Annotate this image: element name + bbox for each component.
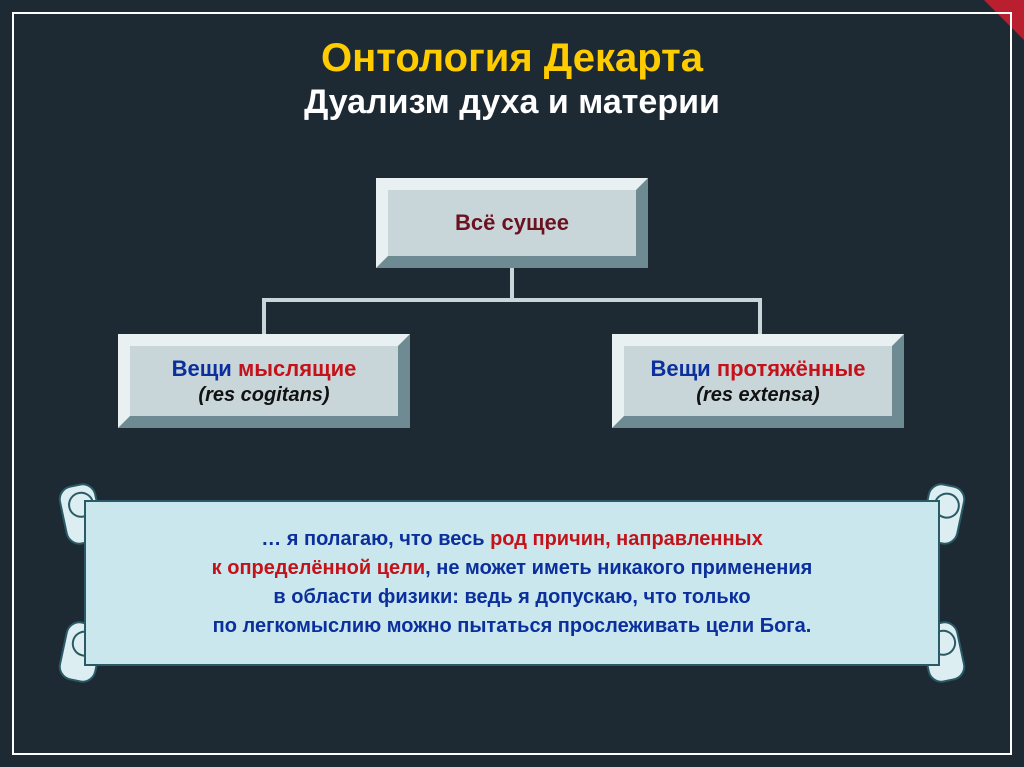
quote-segment: к определённой цели — [212, 557, 426, 579]
connector — [510, 268, 514, 300]
node-right-title-part-1: протяжённые — [717, 356, 866, 381]
title-block: Онтология Декарта Дуализм духа и материи — [0, 36, 1024, 122]
title-sub: Дуализм духа и материи — [0, 83, 1024, 122]
connector — [262, 298, 266, 334]
connector — [262, 298, 762, 302]
quote-segment: в области физики: ведь я допускаю, что т… — [273, 586, 750, 608]
quote-body: … я полагаю, что весь род причин, направ… — [84, 500, 940, 666]
node-left-subtitle: (res cogitans) — [198, 384, 329, 407]
node-right-title-part-0: Вещи — [651, 356, 717, 381]
quote-segment: … я полагаю, что весь — [261, 528, 490, 550]
quote-line: по легкомыслию можно пытаться прослежива… — [213, 612, 812, 641]
quote-segment: род причин, направленных — [490, 528, 763, 550]
node-root-label: Всё сущее — [455, 210, 569, 236]
node-right-subtitle: (res extensa) — [696, 384, 819, 407]
quote-line: к определённой цели, не может иметь ника… — [212, 554, 813, 583]
node-right: Вещи протяжённые (res extensa) — [612, 334, 904, 428]
quote-segment: по легкомыслию можно пытаться прослежива… — [213, 615, 812, 637]
node-right-title: Вещи протяжённые — [651, 356, 866, 382]
quote-scroll: … я полагаю, что весь род причин, направ… — [62, 490, 962, 676]
node-root: Всё сущее — [376, 178, 648, 268]
title-main: Онтология Декарта — [0, 36, 1024, 81]
node-left-title: Вещи мыслящие — [172, 356, 357, 382]
connector — [758, 298, 762, 334]
slide: Онтология Декарта Дуализм духа и материи… — [0, 0, 1024, 767]
node-left: Вещи мыслящие (res cogitans) — [118, 334, 410, 428]
quote-line: в области физики: ведь я допускаю, что т… — [273, 583, 750, 612]
quote-line: … я полагаю, что весь род причин, направ… — [261, 525, 763, 554]
node-left-title-part-0: Вещи — [172, 356, 238, 381]
node-left-title-part-1: мыслящие — [238, 356, 356, 381]
quote-segment: , не может иметь никакого применения — [425, 557, 812, 579]
